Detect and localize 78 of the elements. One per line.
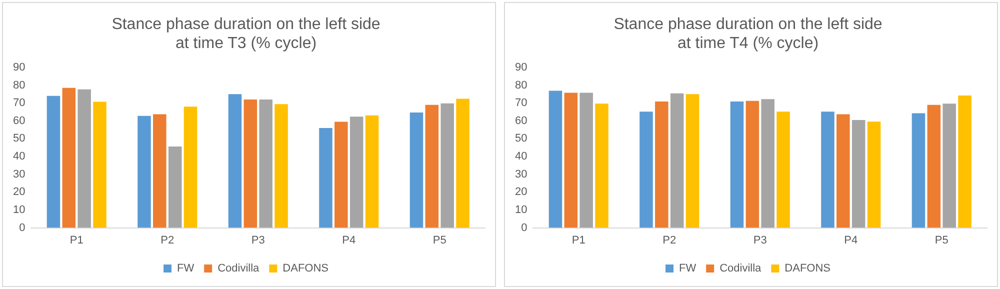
y-tick-label: 30 [12, 168, 26, 180]
y-tick-label: 40 [514, 150, 528, 163]
y-tick-label: 60 [12, 114, 26, 127]
bar [836, 114, 850, 228]
x-tick-label: P1 [572, 234, 586, 246]
x-tick-label: P3 [753, 234, 767, 246]
bar [334, 122, 348, 228]
legend-label: FW [176, 262, 195, 275]
bar [365, 115, 379, 228]
bar [564, 92, 578, 228]
legend-label: Codivilla [218, 262, 260, 275]
y-tick-label: 50 [12, 132, 26, 145]
y-tick-label: 60 [514, 114, 528, 127]
bar [655, 101, 668, 228]
y-tick-label: 70 [514, 97, 528, 110]
y-tick-label: 80 [12, 79, 26, 92]
y-tick-label: 70 [12, 97, 26, 110]
bar [456, 98, 470, 228]
bar [350, 116, 364, 228]
y-tick-label: 0 [19, 222, 26, 234]
y-tick-label: 20 [514, 186, 528, 198]
bar [958, 96, 972, 228]
bar [168, 146, 182, 228]
bar [776, 112, 790, 228]
y-tick-label: 50 [514, 132, 528, 145]
bar [93, 102, 106, 228]
x-tick-label: P5 [934, 234, 948, 246]
bar [912, 113, 926, 228]
bar [746, 100, 760, 228]
legend-label: FW [678, 262, 697, 275]
bar [670, 93, 684, 228]
x-tick-label: P2 [160, 234, 174, 246]
bar [62, 88, 76, 228]
y-tick-label: 20 [12, 186, 26, 198]
bar [821, 112, 834, 228]
bar [259, 99, 272, 228]
bar [46, 96, 60, 228]
y-tick-label: 10 [12, 204, 26, 216]
bar [686, 94, 700, 228]
bar [319, 128, 332, 228]
x-tick-label: P4 [342, 234, 356, 246]
bar [927, 104, 941, 228]
bar [852, 120, 866, 228]
bar [244, 99, 258, 228]
bar [410, 112, 424, 228]
y-tick-label: 30 [514, 168, 528, 180]
bar [138, 116, 151, 228]
bar [274, 104, 288, 228]
bar [867, 122, 881, 228]
bar [153, 114, 166, 228]
chart-title: Stance phase duration on the left side at time T3 (% cycle) [112, 16, 380, 52]
x-tick-label: P3 [251, 234, 265, 246]
x-tick-label: P5 [432, 234, 446, 246]
legend-label: DAFONS [282, 262, 329, 275]
bar [78, 89, 91, 228]
y-tick-label: 90 [514, 61, 528, 74]
bar [761, 99, 774, 228]
chart-title: Stance phase duration on the left side at time T4 (% cycle) [614, 16, 882, 52]
y-tick-label: 90 [12, 61, 26, 74]
x-tick-label: P2 [662, 234, 676, 246]
y-tick-label: 40 [12, 150, 26, 163]
bar [228, 94, 242, 228]
bar [595, 104, 608, 228]
y-tick-label: 0 [521, 222, 528, 234]
bar [942, 104, 956, 228]
y-tick-label: 80 [514, 79, 528, 92]
bar [425, 104, 439, 228]
bar [730, 101, 744, 228]
legend-label: Codivilla [720, 262, 762, 275]
bar [640, 112, 653, 228]
bar [184, 106, 198, 228]
legend-label: DAFONS [784, 262, 831, 275]
bar [580, 92, 593, 228]
x-tick-label: P4 [844, 234, 858, 246]
bar [548, 90, 562, 228]
y-tick-label: 10 [514, 204, 528, 216]
x-tick-label: P1 [70, 234, 84, 246]
bar [440, 103, 454, 228]
